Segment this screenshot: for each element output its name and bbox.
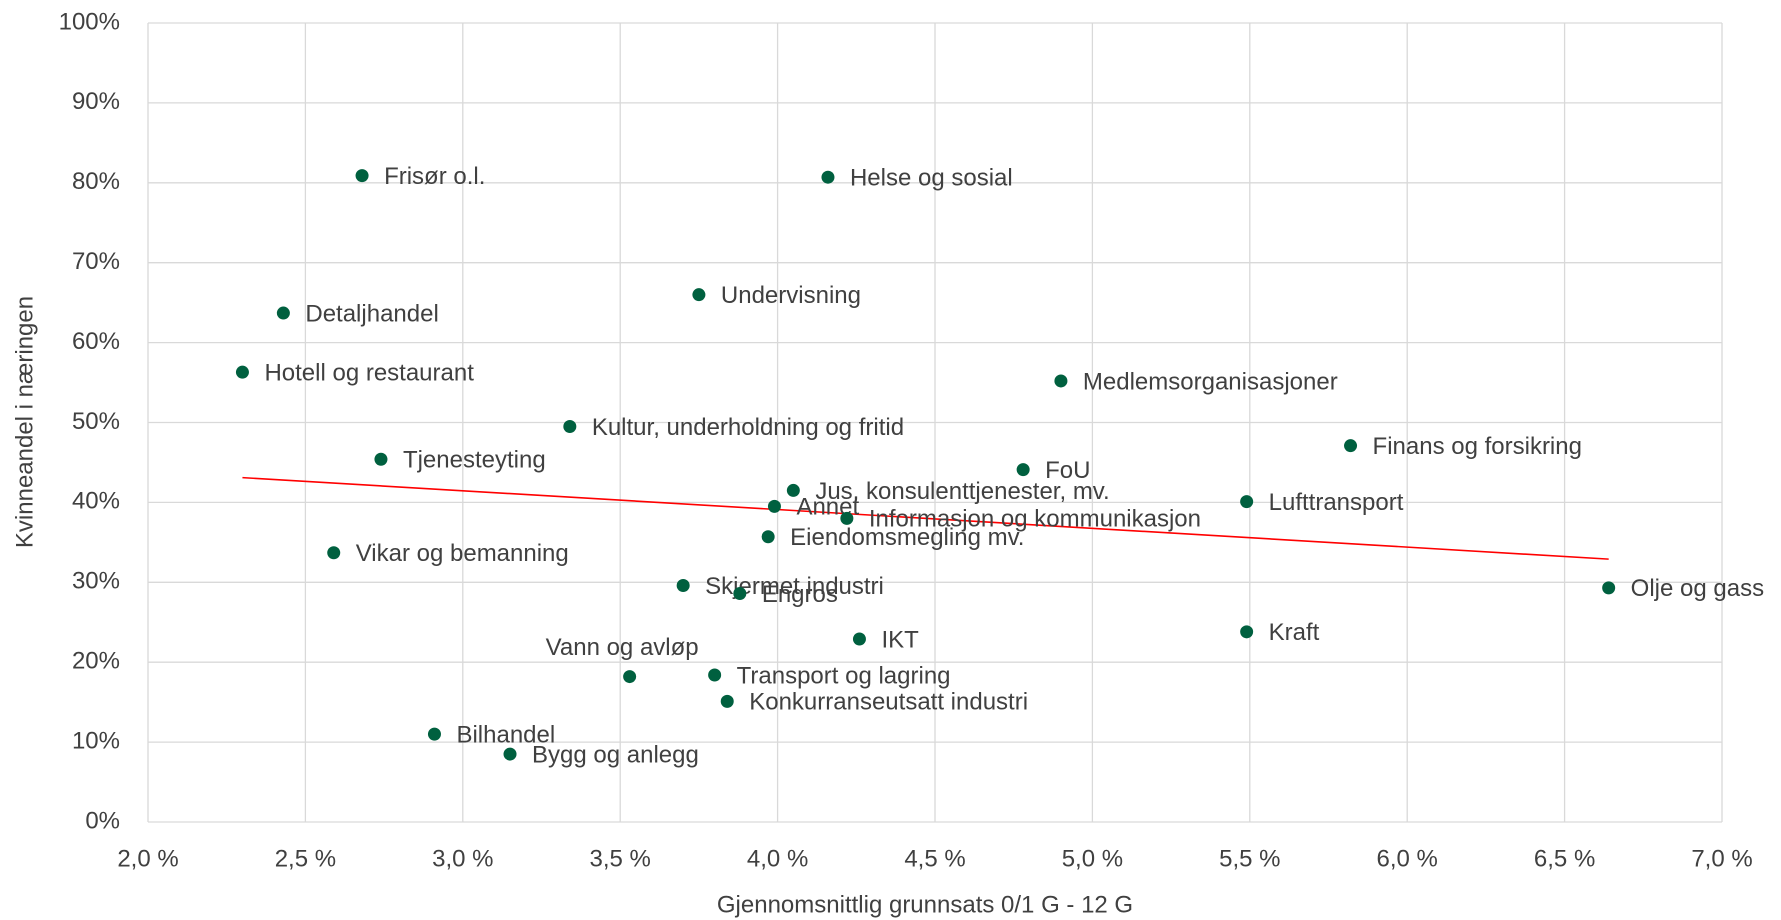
point (720, 694, 734, 708)
point-label: Olje og gass (1631, 575, 1764, 602)
y-tick-label: 0% (85, 807, 120, 834)
y-tick-label: 80% (72, 168, 120, 195)
y-tick-label: 100% (59, 8, 120, 35)
point (1054, 374, 1068, 388)
point (374, 452, 388, 466)
point (1016, 463, 1030, 477)
point (276, 306, 290, 320)
point-label: Frisør o.l. (384, 163, 485, 190)
point (1240, 625, 1254, 639)
point (1240, 495, 1254, 509)
point-label: Finans og forsikring (1373, 433, 1582, 460)
point-label: Informasjon og kommunikasjon (869, 506, 1201, 533)
y-tick-label: 70% (72, 248, 120, 275)
point (563, 419, 577, 433)
point (692, 288, 706, 302)
point (623, 670, 637, 684)
point (767, 499, 781, 513)
trendline (242, 476, 1609, 560)
point-label: Tjenesteyting (403, 447, 546, 474)
x-tick-label: 2,0 % (117, 845, 178, 872)
point-label: FoU (1045, 457, 1090, 484)
point-label: IKT (881, 626, 919, 653)
point-label: Eiendomsmegling mv. (790, 524, 1024, 551)
y-tick-label: 50% (72, 408, 120, 435)
point-label: Hotell og restaurant (264, 360, 474, 387)
point-label: Lufttransport (1269, 489, 1404, 516)
point (676, 578, 690, 592)
point (733, 586, 747, 600)
point (427, 727, 441, 741)
point (1602, 581, 1616, 595)
x-tick-label: 4,0 % (747, 845, 808, 872)
point (1344, 439, 1358, 453)
point-label: Bygg og anlegg (532, 741, 699, 768)
y-tick-label: 90% (72, 88, 120, 115)
point-label: Engros (762, 581, 838, 608)
point-label: Kraft (1269, 619, 1320, 646)
y-tick-label: 60% (72, 328, 120, 355)
point-label: Undervisning (721, 282, 861, 309)
y-tick-label: 10% (72, 727, 120, 754)
point (235, 365, 249, 379)
point-label: Transport og lagring (737, 662, 951, 689)
point (840, 511, 854, 525)
point (786, 483, 800, 497)
y-axis-title: Kvinneandel i næringen (11, 296, 38, 548)
point-label: Vikar og bemanning (356, 540, 569, 567)
point (821, 170, 835, 184)
point (327, 546, 341, 560)
point-label: Konkurranseutsatt industri (749, 689, 1028, 716)
point (761, 530, 775, 544)
x-tick-label: 2,5 % (275, 845, 336, 872)
point-label: Medlemsorganisasjoner (1083, 368, 1338, 395)
x-tick-label: 6,5 % (1534, 845, 1595, 872)
x-tick-label: 3,0 % (432, 845, 493, 872)
point-label: Jus, konsulenttjenester, mv. (815, 478, 1109, 505)
x-tick-label: 5,5 % (1219, 845, 1280, 872)
y-tick-label: 30% (72, 568, 120, 595)
point-label: Detaljhandel (305, 300, 438, 327)
point (852, 632, 866, 646)
point-label: Helse og sosial (850, 165, 1013, 192)
x-tick-label: 6,0 % (1377, 845, 1438, 872)
y-tick-label: 40% (72, 488, 120, 515)
point-label: Vann og avløp (546, 634, 699, 661)
point (355, 169, 369, 183)
x-axis-title: Gjennomsnittlig grunnsats 0/1 G - 12 G (717, 891, 1133, 918)
x-tick-label: 4,5 % (904, 845, 965, 872)
y-tick-label: 20% (72, 648, 120, 675)
point-label: Bilhandel (456, 721, 555, 748)
point-label: Kultur, underholdning og fritid (592, 414, 904, 441)
x-tick-label: 3,5 % (590, 845, 651, 872)
point (708, 668, 722, 682)
x-tick-label: 7,0 % (1691, 845, 1752, 872)
x-tick-label: 5,0 % (1062, 845, 1123, 872)
point (503, 747, 517, 761)
